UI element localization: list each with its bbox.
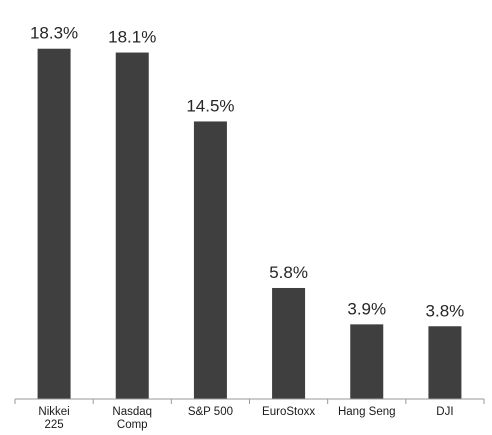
x-tick-label: S&P 500 <box>188 406 233 418</box>
bar-dji <box>428 326 462 399</box>
x-tick-label: DJI <box>436 406 453 418</box>
x-tick-label: Nasdaq Comp <box>112 406 152 431</box>
bar-nikkei-225 <box>37 48 71 400</box>
x-axis <box>14 398 485 404</box>
bar-nasdaq-comp <box>115 52 149 399</box>
data-label: 18.1% <box>108 28 156 47</box>
bar-eurostoxx <box>272 287 306 399</box>
bars-group <box>37 48 462 400</box>
x-tick-labels-group: Nikkei 225 Nasdaq Comp S&P 500 EuroStoxx Hang … <box>38 406 453 431</box>
data-label: 18.3% <box>30 24 78 43</box>
bar-s-p-500 <box>193 121 227 399</box>
data-label: 14.5% <box>186 96 234 115</box>
data-label: 3.9% <box>347 299 386 318</box>
data-labels-group: 18.3% 18.1% 14.5% 5.8% 3.9% 3.8% <box>30 24 464 321</box>
x-tick-label: Hang Seng <box>338 406 396 418</box>
x-tick-label: Nikkei 225 <box>38 406 69 431</box>
x-tick-label: EuroStoxx <box>262 406 315 418</box>
data-label: 5.8% <box>269 263 308 282</box>
bar-hang-seng <box>350 324 384 399</box>
data-label: 3.8% <box>426 301 465 320</box>
